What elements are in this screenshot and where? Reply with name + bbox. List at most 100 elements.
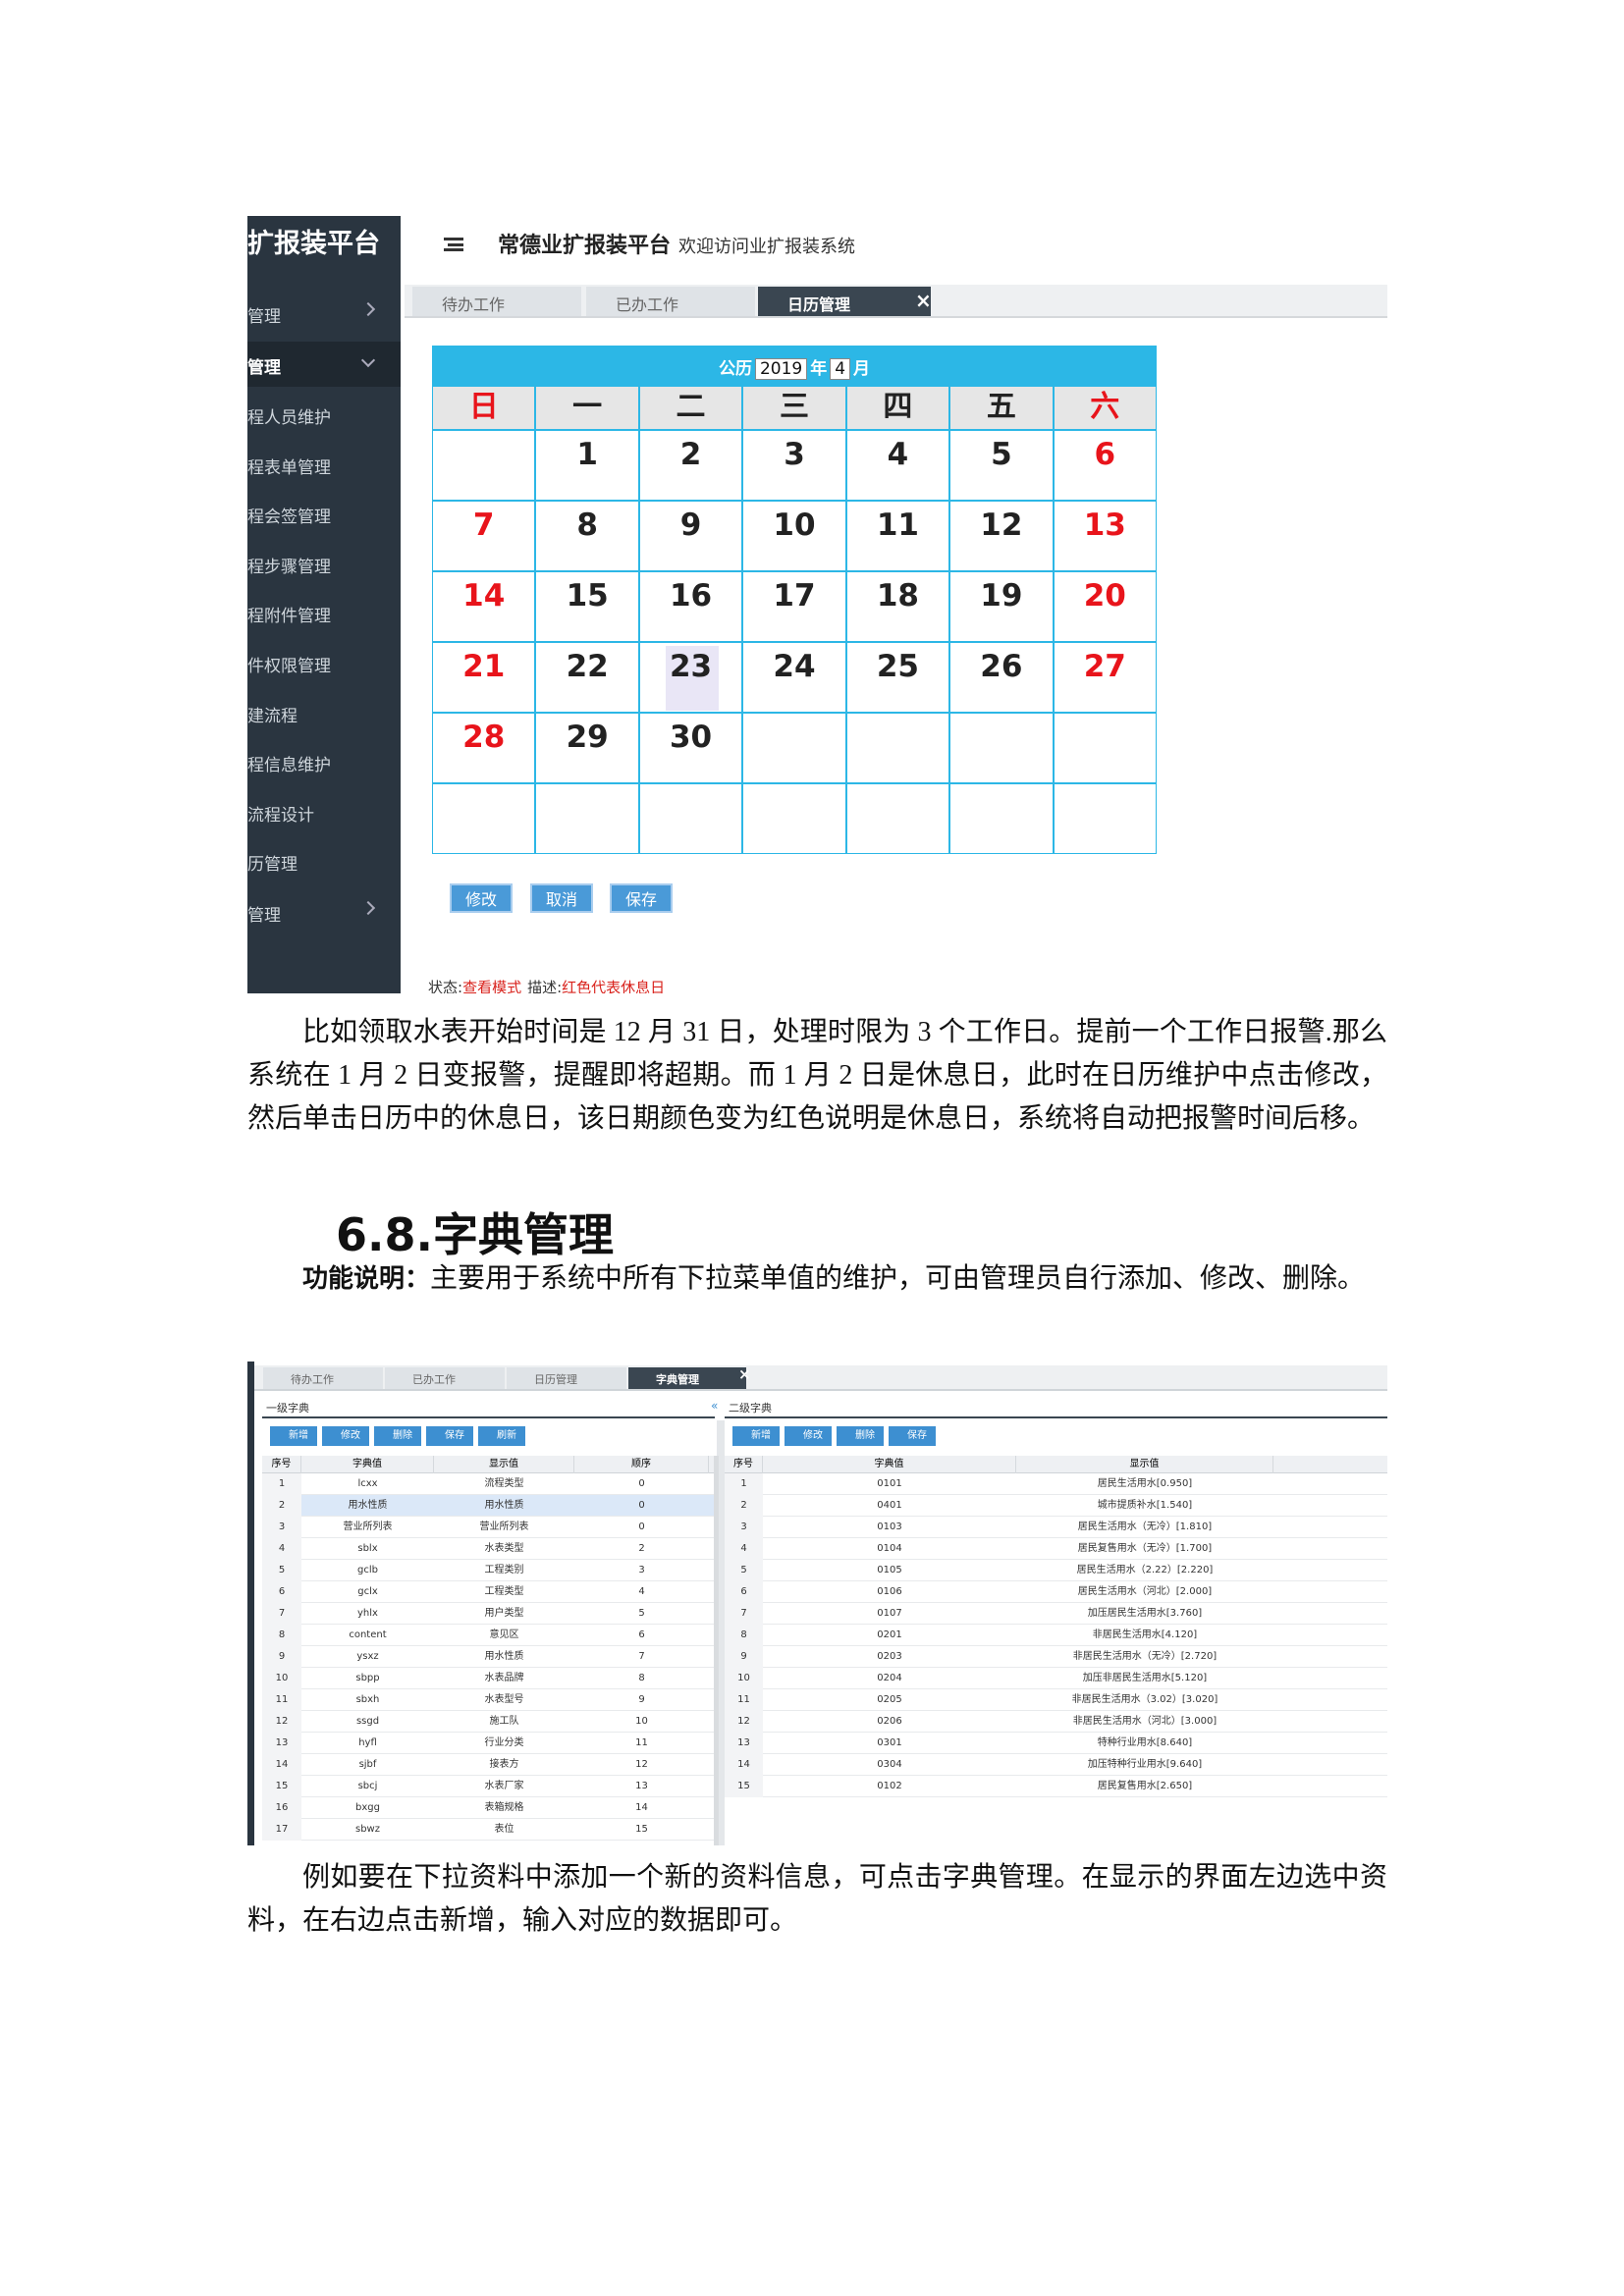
sidebar-item[interactable]: 建流程 [247, 707, 298, 726]
table-row[interactable] [262, 1819, 715, 1841]
button[interactable]: 修改 [450, 883, 513, 913]
day-cell[interactable]: 3 [742, 430, 846, 501]
table-row[interactable] [262, 1733, 715, 1754]
table-row[interactable] [725, 1517, 1387, 1538]
table-row[interactable] [262, 1538, 715, 1560]
day-cell[interactable]: 5 [949, 430, 1054, 501]
day-cell[interactable]: 25 [845, 642, 950, 713]
button[interactable]: 取消 [530, 883, 593, 913]
day-cell[interactable]: 16 [638, 571, 743, 642]
day-cell[interactable] [845, 713, 950, 783]
tab[interactable]: 日历管理 [758, 287, 931, 316]
sidebar-item[interactable]: 程步骤管理 [247, 558, 331, 577]
toolbar-button[interactable]: 修改 [785, 1426, 832, 1446]
select[interactable]: 2019 [754, 358, 808, 380]
day-cell[interactable]: 12 [949, 501, 1054, 571]
day-cell[interactable]: 4 [845, 430, 950, 501]
day-cell[interactable]: 11 [845, 501, 950, 571]
table-row[interactable] [262, 1603, 715, 1625]
day-cell[interactable]: 15 [535, 571, 639, 642]
table-row[interactable] [262, 1668, 715, 1689]
table-row[interactable] [262, 1560, 715, 1581]
day-cell[interactable]: 14 [432, 571, 536, 642]
tab[interactable]: 已办工作 [385, 1367, 505, 1389]
day-cell[interactable] [535, 783, 639, 854]
day-cell[interactable]: 10 [742, 501, 846, 571]
sidebar-item[interactable]: 程人员维护 [247, 408, 331, 428]
sidebar-item[interactable]: 管理 [247, 906, 281, 926]
table-row[interactable] [262, 1754, 715, 1776]
table-row[interactable] [725, 1646, 1387, 1668]
sidebar-item[interactable]: 历管理 [247, 855, 298, 875]
day-cell[interactable]: 24 [742, 642, 846, 713]
table-row[interactable] [725, 1668, 1387, 1689]
day-cell[interactable]: 23 [638, 642, 743, 713]
toolbar-button[interactable]: 刷新 [478, 1426, 525, 1446]
sidebar-item[interactable]: 程信息维护 [247, 756, 331, 775]
day-cell[interactable]: 7 [432, 501, 536, 571]
toolbar-button[interactable]: 保存 [426, 1426, 473, 1446]
sidebar-item[interactable]: 管理 [247, 307, 281, 327]
day-cell[interactable] [949, 713, 1054, 783]
table-row[interactable] [725, 1733, 1387, 1754]
day-cell[interactable]: 26 [949, 642, 1054, 713]
day-cell[interactable]: 13 [1053, 501, 1157, 571]
table-row[interactable] [725, 1603, 1387, 1625]
day-cell[interactable]: 6 [1053, 430, 1157, 501]
table-row[interactable] [725, 1689, 1387, 1711]
table-row[interactable] [262, 1473, 715, 1495]
tab[interactable]: 字典管理 [628, 1367, 746, 1389]
tab[interactable]: 待办工作 [412, 287, 581, 316]
day-cell[interactable]: 29 [535, 713, 639, 783]
day-cell[interactable] [1053, 783, 1157, 854]
select[interactable]: 4 [830, 358, 851, 380]
day-cell[interactable]: 17 [742, 571, 846, 642]
day-cell[interactable] [432, 783, 536, 854]
day-cell[interactable] [638, 783, 743, 854]
day-cell[interactable] [845, 783, 950, 854]
day-cell[interactable] [1053, 713, 1157, 783]
table-row[interactable] [725, 1495, 1387, 1517]
toolbar-button[interactable]: 新增 [270, 1426, 317, 1446]
toolbar-button[interactable]: 删除 [837, 1426, 884, 1446]
sidebar-item[interactable]: 程表单管理 [247, 458, 331, 478]
day-cell[interactable]: 21 [432, 642, 536, 713]
day-cell[interactable] [432, 430, 536, 501]
toolbar-button[interactable]: 删除 [374, 1426, 421, 1446]
day-cell[interactable]: 8 [535, 501, 639, 571]
day-cell[interactable]: 20 [1053, 571, 1157, 642]
table-row[interactable] [262, 1517, 715, 1538]
day-cell[interactable] [949, 783, 1054, 854]
day-cell[interactable]: 9 [638, 501, 743, 571]
day-cell[interactable]: 28 [432, 713, 536, 783]
toolbar-button[interactable]: 保存 [889, 1426, 936, 1446]
tab[interactable]: 待办工作 [263, 1367, 383, 1389]
sidebar-item[interactable]: 程附件管理 [247, 607, 331, 626]
table-row[interactable] [725, 1776, 1387, 1797]
day-cell[interactable]: 1 [535, 430, 639, 501]
sidebar-item[interactable]: 流程设计 [247, 806, 314, 826]
table-row[interactable] [262, 1625, 715, 1646]
day-cell[interactable]: 22 [535, 642, 639, 713]
table-row[interactable] [725, 1754, 1387, 1776]
table-row[interactable] [262, 1581, 715, 1603]
tab[interactable]: 日历管理 [507, 1367, 626, 1389]
sidebar-item[interactable]: 程会签管理 [247, 507, 331, 527]
tab[interactable]: 已办工作 [586, 287, 755, 316]
table-row[interactable] [725, 1473, 1387, 1495]
day-cell[interactable]: 19 [949, 571, 1054, 642]
sidebar-item[interactable]: 管理 [247, 358, 281, 378]
table-row[interactable] [262, 1776, 715, 1797]
table-row[interactable] [725, 1581, 1387, 1603]
table-row[interactable] [725, 1711, 1387, 1733]
toolbar-button[interactable]: 修改 [322, 1426, 369, 1446]
day-cell[interactable]: 30 [638, 713, 743, 783]
toolbar-button[interactable]: 新增 [732, 1426, 780, 1446]
table-row[interactable] [725, 1538, 1387, 1560]
table-row[interactable] [262, 1495, 715, 1517]
table-row[interactable] [262, 1689, 715, 1711]
table-row[interactable] [262, 1797, 715, 1819]
day-cell[interactable] [742, 783, 846, 854]
day-cell[interactable]: 27 [1053, 642, 1157, 713]
day-cell[interactable] [742, 713, 846, 783]
